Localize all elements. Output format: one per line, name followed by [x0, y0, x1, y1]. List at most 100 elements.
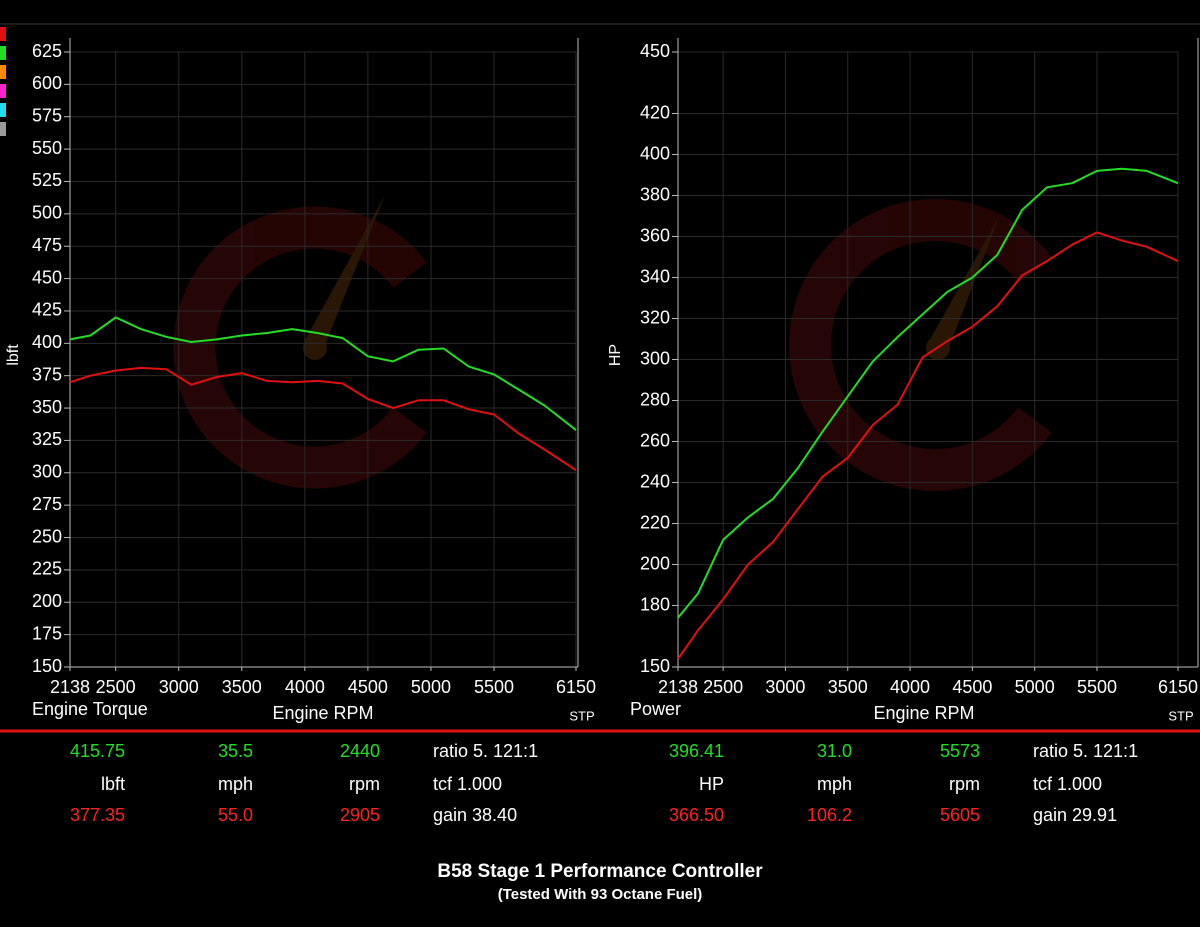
x-tick-label: 3500: [222, 677, 262, 697]
swatch: [0, 122, 6, 136]
x-axis-label: Engine RPM: [272, 703, 373, 723]
y-tick-label: 200: [640, 553, 670, 573]
corner-label: STP: [569, 708, 594, 723]
y-tick-label: 200: [32, 591, 62, 611]
y-tick-label: 600: [32, 73, 62, 93]
x-tick-label: 5500: [1077, 677, 1117, 697]
readout-value: 5605: [940, 805, 980, 825]
footer-subtitle: (Tested With 93 Octane Fuel): [498, 886, 703, 903]
x-tick-label: 6150: [556, 677, 596, 697]
y-tick-label: 150: [32, 656, 62, 676]
y-tick-label: 150: [640, 656, 670, 676]
readout-value: 366.50: [669, 805, 724, 825]
series-line: [677, 167, 1179, 619]
readout-value: tcf 1.000: [433, 774, 502, 794]
y-tick-label: 240: [640, 471, 670, 491]
readout-value: tcf 1.000: [1033, 774, 1102, 794]
x-tick-label: 4500: [952, 677, 992, 697]
y-tick-label: 300: [640, 348, 670, 368]
swatch: [0, 103, 6, 117]
logo-needle: [305, 195, 385, 345]
x-tick-label: 3000: [765, 677, 805, 697]
y-tick-label: 225: [32, 559, 62, 579]
y-tick-label: 300: [32, 462, 62, 482]
readout-value: lbft: [101, 774, 125, 794]
readout-value: 2905: [340, 805, 380, 825]
x-tick-label: 3000: [159, 677, 199, 697]
readout-value: 396.41: [669, 741, 724, 761]
y-tick-label: 400: [640, 143, 670, 163]
logo-arc: [789, 199, 1052, 491]
readout-value: mph: [218, 774, 253, 794]
readout-value: 31.0: [817, 741, 852, 761]
y-tick-label: 275: [32, 494, 62, 514]
channel-swatches: [0, 27, 6, 136]
y-tick-label: 340: [640, 266, 670, 286]
readout-value: 2440: [340, 741, 380, 761]
swatch: [0, 65, 6, 79]
x-tick-label: 4500: [348, 677, 388, 697]
y-tick-label: 175: [32, 623, 62, 643]
x-tick-label: 2138: [50, 677, 90, 697]
readout-value: HP: [699, 774, 724, 794]
watermark: [173, 195, 1052, 491]
x-tick-label: 5000: [411, 677, 451, 697]
y-tick-label: 475: [32, 235, 62, 255]
x-axis-label: Engine RPM: [873, 703, 974, 723]
y-tick-label: 350: [32, 397, 62, 417]
x-tick-label: 2500: [703, 677, 743, 697]
readout-value: mph: [817, 774, 852, 794]
readout-value: gain 38.40: [433, 805, 517, 825]
x-tick-label: 3500: [828, 677, 868, 697]
x-tick-label: 4000: [890, 677, 930, 697]
y-tick-label: 360: [640, 225, 670, 245]
series-line: [69, 316, 577, 431]
y-tick-label: 260: [640, 430, 670, 450]
x-tick-label: 2500: [96, 677, 136, 697]
readout-value: 377.35: [70, 805, 125, 825]
y-tick-label: 180: [640, 594, 670, 614]
x-tick-label: 5500: [474, 677, 514, 697]
readout-value: rpm: [949, 774, 980, 794]
readout-value: ratio 5. 121:1: [433, 741, 538, 761]
y-tick-label: 425: [32, 300, 62, 320]
y-tick-label: 450: [32, 267, 62, 287]
y-tick-label: 575: [32, 105, 62, 125]
x-tick-label: 4000: [285, 677, 325, 697]
y-tick-label: 280: [640, 389, 670, 409]
y-tick-label: 380: [640, 184, 670, 204]
readout-value: 415.75: [70, 741, 125, 761]
panel-label: Power: [630, 699, 681, 719]
y-tick-label: 250: [32, 526, 62, 546]
x-tick-label: 6150: [1158, 677, 1198, 697]
y-tick-label: 220: [640, 512, 670, 532]
readout-value: 106.2: [807, 805, 852, 825]
y-tick-label: 525: [32, 170, 62, 190]
y-tick-label: 625: [32, 41, 62, 61]
logo-arc: [173, 206, 427, 489]
y-axis-label: HP: [607, 344, 624, 366]
readout-value: 55.0: [218, 805, 253, 825]
x-tick-label: 5000: [1015, 677, 1055, 697]
logo-hub: [303, 336, 327, 360]
series-line: [69, 366, 577, 472]
swatch: [0, 84, 6, 98]
y-tick-label: 450: [640, 41, 670, 61]
readout-value: rpm: [349, 774, 380, 794]
y-tick-label: 325: [32, 429, 62, 449]
y-tick-label: 375: [32, 364, 62, 384]
y-axis-label: lbft: [5, 344, 22, 366]
y-tick-label: 320: [640, 307, 670, 327]
readout-value: ratio 5. 121:1: [1033, 741, 1138, 761]
footer-title: B58 Stage 1 Performance Controller: [437, 861, 763, 882]
y-tick-label: 420: [640, 102, 670, 122]
swatch: [0, 46, 6, 60]
series-line: [677, 231, 1179, 660]
panel-label: Engine Torque: [32, 699, 148, 719]
readout-value: gain 29.91: [1033, 805, 1117, 825]
readout-value: 5573: [940, 741, 980, 761]
corner-label: STP: [1168, 708, 1193, 723]
x-tick-label: 2138: [658, 677, 698, 697]
y-tick-label: 550: [32, 138, 62, 158]
